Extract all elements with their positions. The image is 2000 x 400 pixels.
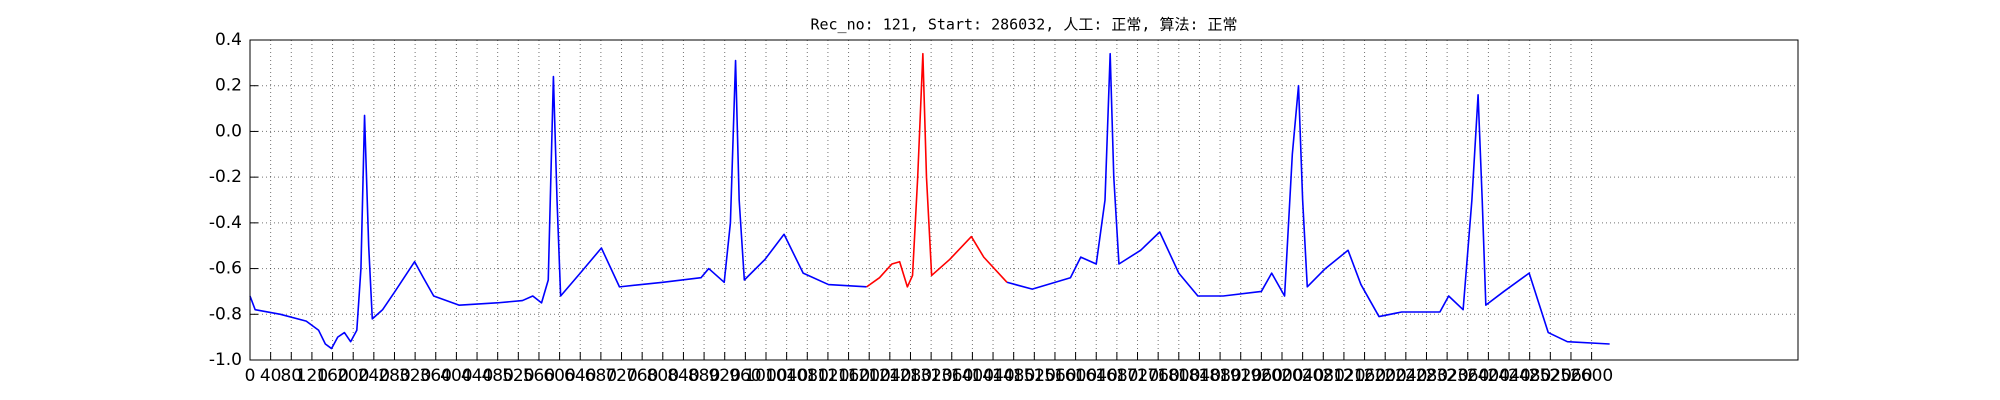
x-tick-label: 1000 <box>744 366 787 386</box>
x-tick-label: 2440 <box>1487 366 1530 386</box>
x-tick-label: 680 <box>585 366 617 386</box>
x-tick-label: 2400 <box>1467 366 1510 386</box>
x-tick-label: 1640 <box>1075 366 1118 386</box>
y-tick-label: 0.2 <box>215 76 242 96</box>
x-tick-label: 560 <box>523 366 555 386</box>
x-tick-label: 2360 <box>1446 366 1489 386</box>
x-tick-label: 720 <box>605 366 637 386</box>
x-tick-label: 920 <box>708 366 740 386</box>
x-tick-label: 200 <box>337 366 369 386</box>
x-tick-label: 1720 <box>1116 366 1159 386</box>
x-tick-label: 0 <box>245 366 256 386</box>
x-tick-label: 280 <box>378 366 410 386</box>
x-tick-label: 2040 <box>1281 366 1324 386</box>
x-tick-label: 1440 <box>971 366 1014 386</box>
x-tick-label: 360 <box>420 366 452 386</box>
x-tick-label: 1960 <box>1240 366 1283 386</box>
chart-title: Rec_no: 121, Start: 286032, 人工: 正常, 算法: … <box>810 16 1237 34</box>
x-tick-label: 1040 <box>765 366 808 386</box>
x-tick-label: 880 <box>688 366 720 386</box>
x-tick-label: 1200 <box>848 366 891 386</box>
plot-frame <box>249 39 1799 361</box>
x-tick-label: 2000 <box>1260 366 1303 386</box>
x-tick-label: 520 <box>502 366 534 386</box>
x-tick-label: 1240 <box>868 366 911 386</box>
x-tick-label: 1800 <box>1157 366 1200 386</box>
x-tick-label: 2240 <box>1384 366 1427 386</box>
x-tick-label: 2520 <box>1529 366 1572 386</box>
x-tick-label: 1840 <box>1178 366 1221 386</box>
x-tick-label: 2560 <box>1549 366 1592 386</box>
x-tick-label: 1760 <box>1137 366 1180 386</box>
x-tick-label: 1400 <box>951 366 994 386</box>
x-tick-label: 2160 <box>1343 366 1386 386</box>
x-tick-label: 1480 <box>992 366 1035 386</box>
x-tick-label: 2120 <box>1322 366 1365 386</box>
x-tick-label: 1120 <box>806 366 849 386</box>
y-tick-label: -0.8 <box>209 304 242 324</box>
y-tick-label: 0.0 <box>215 121 242 141</box>
x-tick-label: 1920 <box>1219 366 1262 386</box>
x-tick-label: 120 <box>296 366 328 386</box>
y-tick-label: 0.4 <box>215 30 242 50</box>
x-tick-label: 440 <box>461 366 493 386</box>
x-tick-label: 2320 <box>1425 366 1468 386</box>
x-tick-label: 2600 <box>1570 366 1613 386</box>
x-tick-label: 1280 <box>889 366 932 386</box>
x-tick-label: 320 <box>399 366 431 386</box>
x-tick-label: 760 <box>626 366 658 386</box>
x-tick-label: 1680 <box>1095 366 1138 386</box>
x-tick-label: 400 <box>440 366 472 386</box>
x-tick-label: 1880 <box>1198 366 1241 386</box>
x-tick-label: 2200 <box>1364 366 1407 386</box>
x-tick-label: 2080 <box>1302 366 1345 386</box>
x-tick-label: 1520 <box>1013 366 1056 386</box>
x-tick-label: 240 <box>358 366 390 386</box>
x-tick-label: 40 <box>260 366 282 386</box>
x-tick-label: 160 <box>316 366 348 386</box>
x-tick-label: 2480 <box>1508 366 1551 386</box>
y-tick-label: -0.6 <box>209 259 242 279</box>
x-tick-label: 2280 <box>1405 366 1448 386</box>
line-series <box>249 52 1610 350</box>
x-tick-label: 1560 <box>1033 366 1076 386</box>
x-tick-label: 1360 <box>930 366 973 386</box>
y-tick-label: -0.4 <box>209 213 242 233</box>
x-tick-label: 1080 <box>786 366 829 386</box>
x-tick-label: 480 <box>481 366 513 386</box>
x-tick-label: 600 <box>543 366 575 386</box>
y-tick-label: -0.2 <box>209 167 242 187</box>
x-tick-label: 840 <box>667 366 699 386</box>
x-tick-label: 1600 <box>1054 366 1097 386</box>
x-tick-label: 640 <box>564 366 596 386</box>
line-series <box>866 52 1008 288</box>
x-tick-label: 1320 <box>909 366 952 386</box>
x-tick-label: 1160 <box>827 366 870 386</box>
x-tick-label: 960 <box>729 366 761 386</box>
x-tick-label: 80 <box>280 366 302 386</box>
y-tick-label: -1.0 <box>209 350 242 370</box>
x-tick-label: 800 <box>647 366 679 386</box>
